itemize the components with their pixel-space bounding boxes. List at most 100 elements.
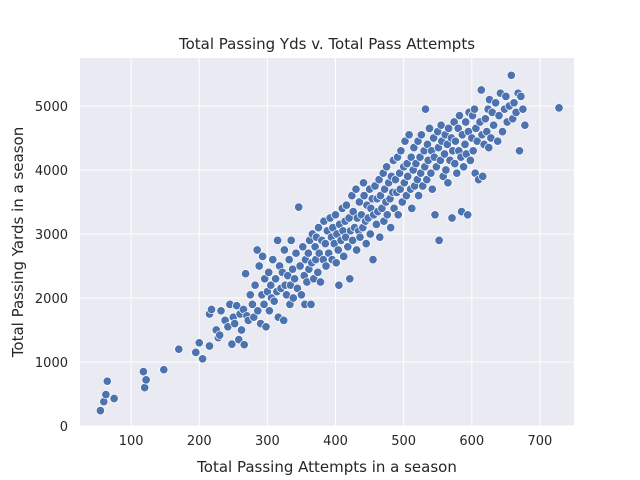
x-tick-label: 300 bbox=[255, 434, 280, 449]
data-point bbox=[380, 184, 390, 194]
data-point bbox=[442, 139, 452, 149]
data-point bbox=[101, 390, 111, 400]
y-tick-label: 2000 bbox=[35, 292, 68, 307]
x-tick-label: 400 bbox=[323, 434, 348, 449]
data-point bbox=[260, 274, 270, 284]
data-point bbox=[320, 239, 330, 249]
data-point bbox=[252, 245, 262, 255]
data-point bbox=[358, 178, 369, 188]
data-point bbox=[354, 197, 364, 207]
data-point bbox=[395, 184, 405, 194]
data-point bbox=[159, 365, 169, 375]
data-point bbox=[414, 191, 424, 201]
data-point bbox=[493, 136, 503, 146]
data-point bbox=[460, 139, 470, 149]
data-point bbox=[286, 235, 296, 245]
data-point bbox=[434, 235, 444, 245]
data-point bbox=[461, 117, 471, 127]
chart-title: Total Passing Yds v. Total Pass Attempts bbox=[178, 35, 475, 53]
data-point bbox=[478, 171, 488, 181]
data-point bbox=[359, 191, 369, 201]
data-point bbox=[341, 200, 351, 210]
data-point bbox=[370, 181, 380, 191]
data-point bbox=[194, 338, 204, 348]
y-tick-label: 4000 bbox=[35, 164, 68, 179]
data-point bbox=[468, 146, 478, 156]
data-point bbox=[401, 191, 411, 201]
data-point bbox=[102, 376, 112, 386]
data-point bbox=[227, 339, 237, 349]
data-point bbox=[397, 197, 407, 207]
data-point bbox=[288, 264, 298, 274]
data-point bbox=[424, 123, 435, 133]
data-point bbox=[476, 85, 486, 95]
data-point bbox=[444, 123, 454, 133]
data-point bbox=[489, 120, 499, 130]
data-point bbox=[236, 325, 247, 335]
data-point bbox=[294, 202, 304, 212]
data-point bbox=[520, 120, 530, 130]
data-point bbox=[482, 127, 492, 137]
data-point bbox=[269, 296, 279, 306]
data-point bbox=[447, 213, 457, 223]
data-point bbox=[403, 171, 413, 181]
data-point bbox=[261, 322, 271, 332]
data-point bbox=[288, 293, 298, 303]
data-point bbox=[459, 162, 469, 172]
data-point bbox=[264, 306, 274, 316]
data-point bbox=[484, 143, 494, 153]
data-point bbox=[501, 91, 511, 101]
y-axis-label: Total Passing Yards in a season bbox=[9, 127, 27, 358]
data-point bbox=[402, 159, 412, 169]
data-point bbox=[368, 255, 378, 265]
data-point bbox=[296, 290, 306, 300]
data-point bbox=[393, 210, 403, 220]
data-point bbox=[404, 130, 414, 140]
data-point bbox=[291, 248, 301, 258]
data-points bbox=[95, 70, 564, 416]
data-point bbox=[382, 162, 392, 172]
data-point bbox=[313, 223, 324, 233]
x-tick-label: 700 bbox=[528, 434, 553, 449]
data-point bbox=[333, 245, 343, 255]
x-axis-label: Total Passing Attempts in a season bbox=[196, 458, 457, 476]
data-point bbox=[250, 280, 260, 290]
data-point bbox=[273, 235, 283, 245]
data-point bbox=[430, 210, 440, 220]
data-point bbox=[230, 319, 240, 329]
x-tick-label: 500 bbox=[391, 434, 416, 449]
data-point bbox=[416, 168, 426, 178]
data-point bbox=[396, 146, 406, 156]
data-point bbox=[514, 146, 525, 156]
data-point bbox=[232, 301, 242, 311]
data-point bbox=[292, 283, 302, 293]
data-point bbox=[331, 258, 341, 268]
data-point bbox=[314, 248, 324, 258]
data-point bbox=[239, 340, 249, 350]
y-tick-label: 3000 bbox=[35, 228, 68, 243]
data-point bbox=[371, 219, 381, 229]
data-point bbox=[254, 261, 264, 271]
data-point bbox=[271, 274, 281, 284]
data-point bbox=[361, 239, 371, 249]
data-point bbox=[516, 91, 526, 101]
data-point bbox=[206, 304, 217, 315]
data-point bbox=[290, 274, 300, 284]
data-point bbox=[420, 104, 431, 114]
data-point bbox=[141, 375, 151, 385]
data-point bbox=[375, 232, 385, 242]
data-point bbox=[259, 299, 269, 309]
y-tick-labels: 0 1000 2000 3000 4000 5000 bbox=[35, 100, 68, 435]
data-point bbox=[348, 207, 358, 217]
data-point bbox=[463, 210, 473, 220]
data-point bbox=[284, 255, 294, 265]
data-point bbox=[441, 165, 451, 175]
data-point bbox=[415, 152, 425, 162]
data-point bbox=[347, 191, 357, 201]
data-point bbox=[407, 203, 417, 213]
data-point bbox=[389, 203, 399, 213]
data-point bbox=[279, 315, 289, 325]
data-point bbox=[465, 155, 475, 165]
data-point bbox=[439, 149, 450, 159]
